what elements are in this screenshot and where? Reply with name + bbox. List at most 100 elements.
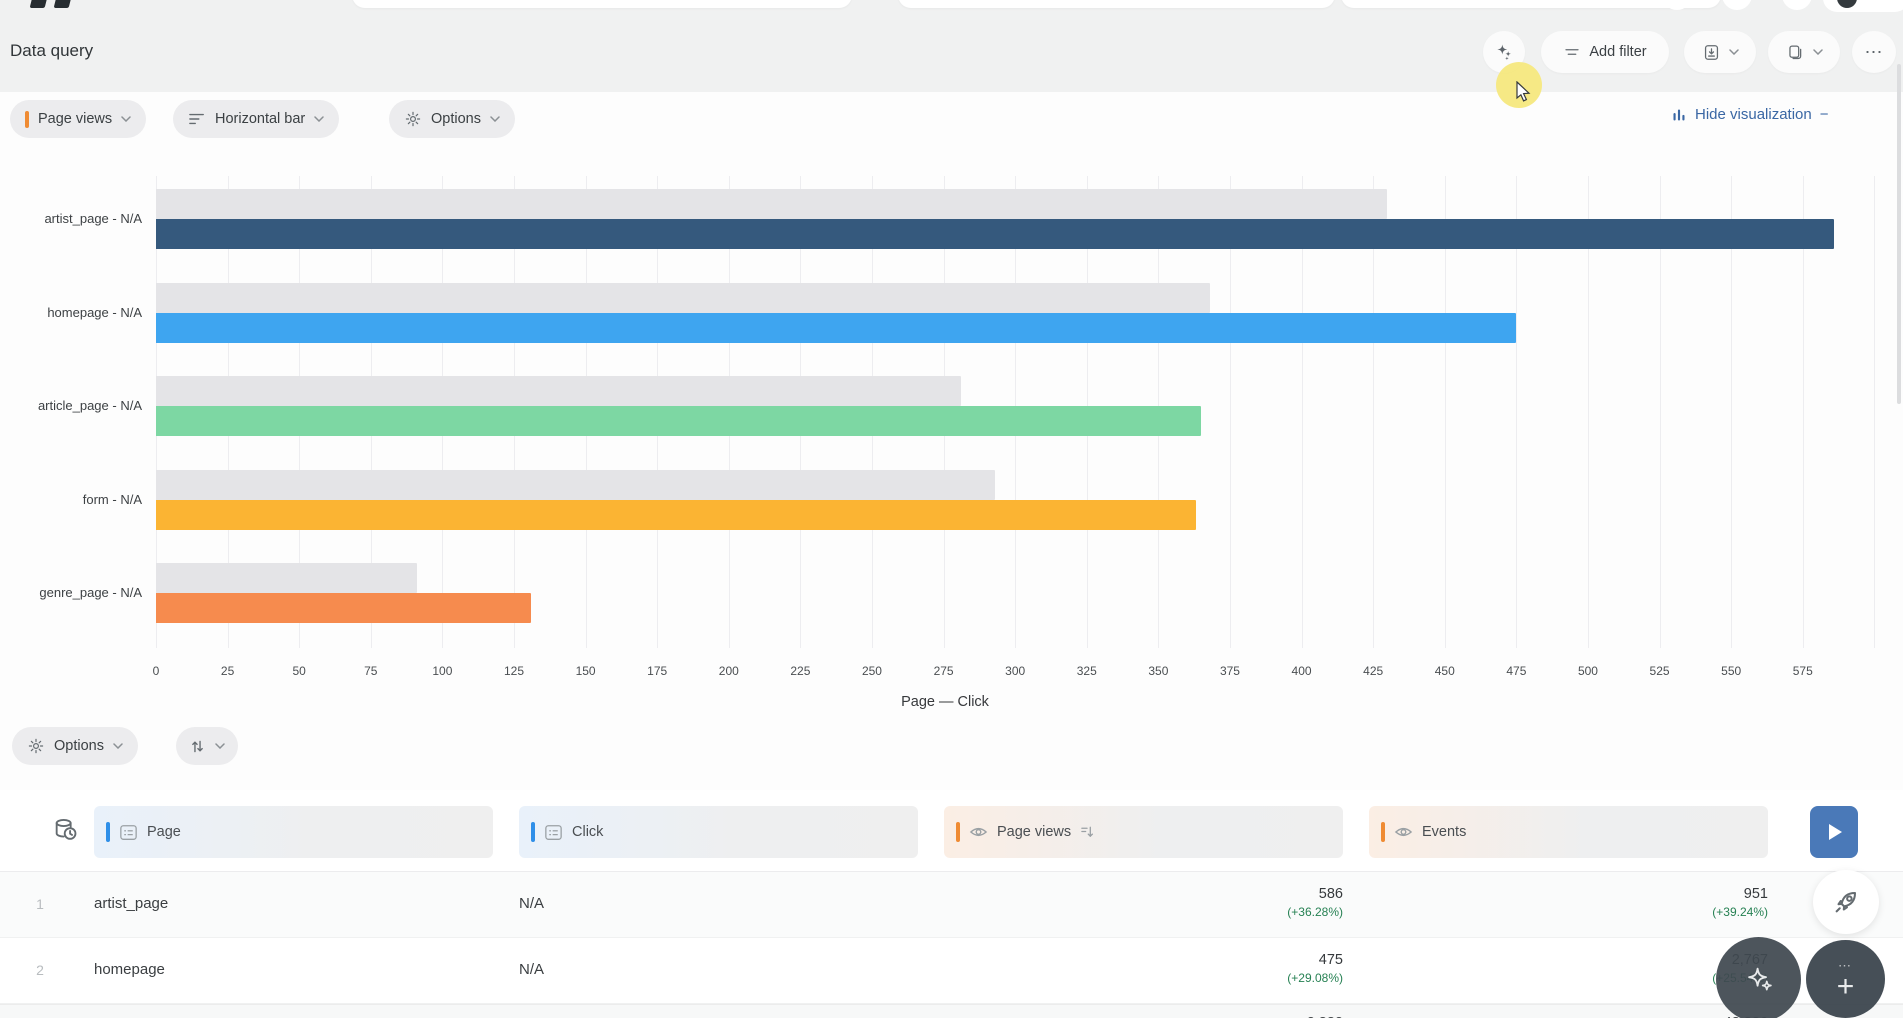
cell-page-views: 475 (+29.08%) [944,950,1343,987]
chart-plot-area [156,176,1903,648]
page-views-value: 475 [1318,952,1343,968]
cell-page: homepage [94,961,165,978]
create-new-fab[interactable]: ⋯ + [1806,940,1885,1018]
table-header: Page Click Page views [0,790,1903,872]
avatar [1837,0,1857,8]
top-icon-button-1[interactable] [1662,0,1692,10]
column-header-page[interactable]: Page [94,806,493,858]
column-label: Page [147,824,181,840]
hide-visualization-link[interactable]: Hide visualization − [1671,106,1829,123]
hide-visualization-label: Hide visualization [1695,106,1812,123]
gear-icon [28,738,44,754]
bar-previous-period[interactable] [156,563,417,593]
x-tick-label: 325 [1076,664,1097,678]
column-header-page-views[interactable]: Page views [944,806,1343,858]
chart-type-label: Horizontal bar [215,111,306,127]
x-tick-label: 150 [575,664,596,678]
chart-type-selector[interactable]: Horizontal bar [173,100,340,138]
property-accent-bar [106,822,110,842]
metric-selector[interactable]: Page views [10,100,147,138]
page-views-change: (+29.08%) [1287,971,1343,985]
rocket-icon [1835,892,1856,913]
x-tick-label: 200 [718,664,739,678]
bar-current-period[interactable] [156,312,1517,343]
gridline [1802,176,1804,648]
category-label: genre_page - N/A [39,585,142,600]
logo-mark-left [29,0,48,8]
export-button[interactable] [1684,31,1756,73]
bar-current-period[interactable] [156,593,532,623]
gridline [1516,176,1518,648]
property-accent-bar [531,822,535,842]
eye-icon [969,827,988,837]
list-property-icon [120,824,137,840]
table-sort-selector[interactable] [176,727,238,765]
column-header-events[interactable]: Events [1369,806,1768,858]
bar-previous-period[interactable] [156,376,961,406]
top-icon-button-2[interactable] [1722,0,1752,10]
sparkles-icon [1497,44,1511,61]
column-header-click[interactable]: Click [519,806,918,858]
events-change: (+39.24%) [1712,905,1768,919]
chevron-down-icon [113,743,123,749]
more-button[interactable]: ⋯ [1852,31,1896,73]
play-icon [1829,824,1842,840]
metric-accent-bar [25,110,29,128]
x-tick-label: 375 [1219,664,1240,678]
chart-options-selector[interactable]: Options [389,100,515,138]
bar-previous-period[interactable] [156,469,996,500]
more-icon: ⋯ [1864,41,1884,62]
account-pill[interactable] [1823,0,1903,12]
bar-current-period[interactable] [156,406,1202,436]
top-nav-pill[interactable] [352,0,852,8]
sort-descending-icon [1081,826,1094,837]
total-page-views: 2,332 [944,1015,1343,1018]
gridline [1874,176,1876,648]
row-index: 2 [36,962,44,978]
chevron-down-icon [314,116,325,122]
horizontal-bar-chart: artist_page - N/A homepage - N/A article_p… [0,176,1903,736]
x-tick-label: 500 [1577,664,1598,678]
gear-icon [405,111,421,127]
chart-options-label: Options [431,111,481,127]
filter-icon [1565,49,1579,55]
table-row[interactable]: 1 artist_page N/A 586 (+36.28%) 951 (+39… [0,872,1903,938]
table-options-label: Options [54,738,104,754]
plus-icon: + [1836,970,1855,1003]
gridline [1229,176,1231,648]
bar-current-period[interactable] [156,219,1835,249]
gridline [1373,176,1375,648]
x-tick-label: 0 [152,664,160,678]
table-options-selector[interactable]: Options [12,727,138,765]
category-label: artist_page - N/A [44,211,142,226]
data-source-icon[interactable] [52,816,80,844]
vertical-scrollbar[interactable] [1897,64,1901,404]
bar-previous-period[interactable] [156,282,1210,313]
copy-icon [1788,45,1801,59]
row-index: 1 [36,896,44,912]
x-axis-title: Page — Click [901,694,989,710]
gridline [1587,176,1589,648]
x-tick-label: 450 [1434,664,1455,678]
x-tick-label: 300 [1005,664,1026,678]
page-views-value: 586 [1318,886,1343,902]
quickstart-button[interactable] [1813,870,1879,934]
cell-click: N/A [519,961,545,978]
ai-chat-fab[interactable] [1716,937,1801,1018]
table-total-row: Total (All items) 2,332 43,886 [0,1004,1903,1018]
sort-icon [192,740,203,752]
bar-previous-period[interactable] [156,189,1388,219]
cell-events: 2,767 (+25.54%) [1369,950,1768,987]
collapse-icon: − [1819,106,1829,123]
date-range-pill[interactable]: Feb 11, 2025 [898,0,1335,8]
bar-current-period[interactable] [156,499,1196,530]
page-title: Data query [10,41,94,60]
add-filter-label: Add filter [1589,44,1647,60]
add-filter-button[interactable]: Add filter [1541,31,1669,73]
top-icon-button-3[interactable] [1782,0,1812,10]
x-tick-label: 50 [292,664,306,678]
top-nav-pill-2[interactable] [1341,0,1721,8]
run-query-button[interactable] [1810,806,1858,858]
table-row[interactable]: 2 homepage N/A 475 (+29.08%) 2,767 (+25.… [0,938,1903,1004]
duplicate-button[interactable] [1768,31,1840,73]
